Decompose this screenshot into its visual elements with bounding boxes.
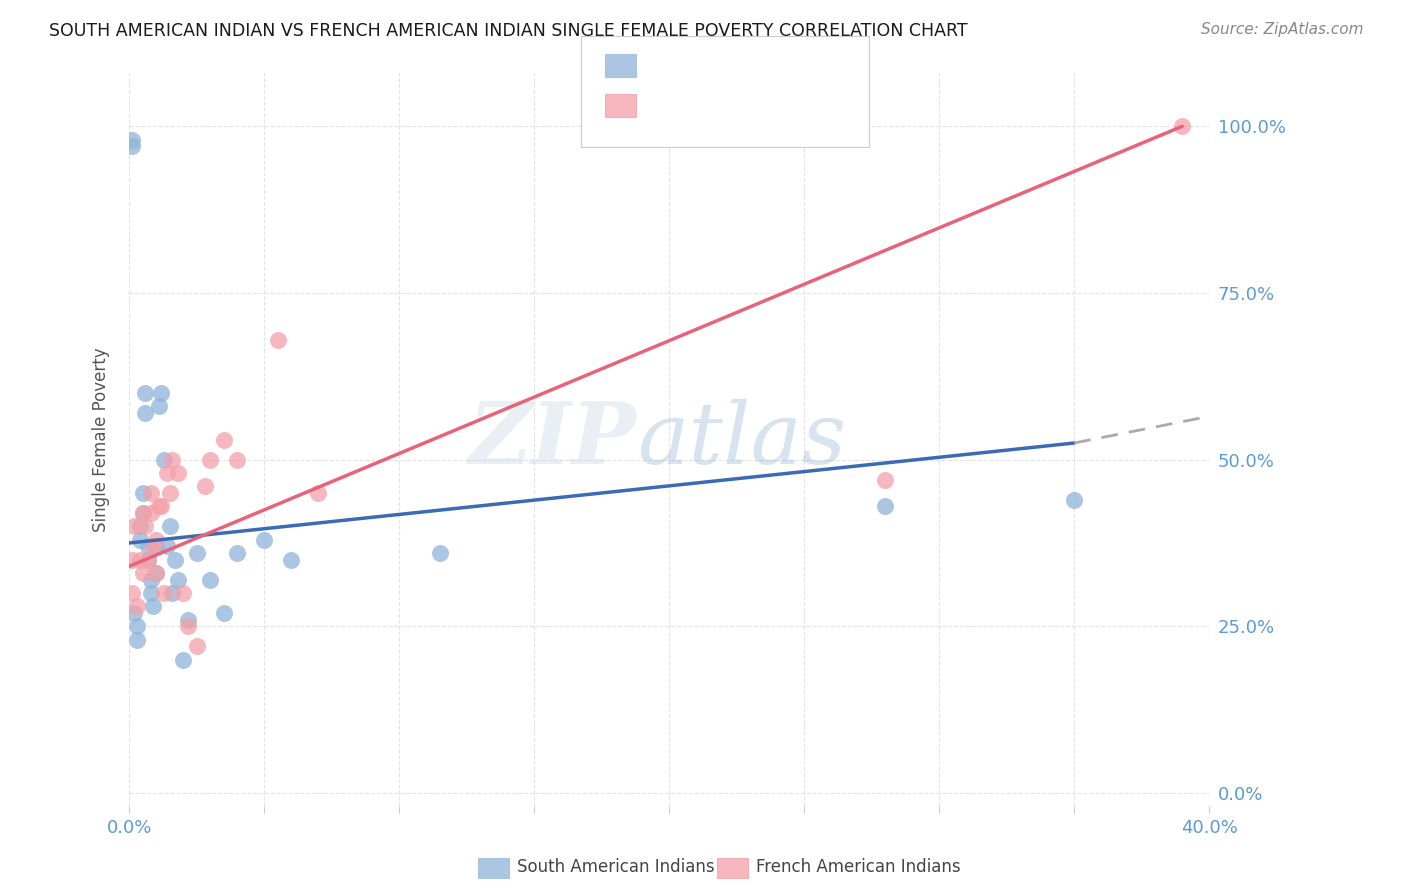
Point — [131, 486, 153, 500]
Text: Source: ZipAtlas.com: Source: ZipAtlas.com — [1201, 22, 1364, 37]
Point — [124, 606, 146, 620]
Point — [127, 599, 149, 614]
Point — [153, 586, 176, 600]
Point — [136, 552, 159, 566]
Point — [212, 433, 235, 447]
Point — [172, 653, 194, 667]
Point — [134, 406, 156, 420]
Text: 0.149: 0.149 — [686, 56, 738, 74]
Y-axis label: Single Female Poverty: Single Female Poverty — [93, 347, 110, 532]
Point — [121, 139, 143, 153]
Point — [136, 539, 159, 553]
Point — [186, 546, 208, 560]
Point — [128, 533, 150, 547]
Text: 0.631: 0.631 — [686, 96, 737, 114]
Text: 32: 32 — [796, 96, 818, 114]
Point — [429, 546, 451, 560]
Point — [134, 519, 156, 533]
Point — [212, 606, 235, 620]
Point — [162, 586, 184, 600]
Point — [139, 506, 162, 520]
Point — [139, 573, 162, 587]
Text: 37: 37 — [796, 56, 818, 74]
Point — [136, 552, 159, 566]
Point — [1171, 120, 1194, 134]
Point — [159, 486, 181, 500]
Point — [127, 619, 149, 633]
Point — [145, 566, 167, 580]
Point — [875, 500, 897, 514]
Point — [253, 533, 276, 547]
Point — [266, 333, 288, 347]
Point — [148, 500, 170, 514]
Point — [186, 640, 208, 654]
Point — [124, 519, 146, 533]
Point — [150, 500, 173, 514]
Text: N =: N = — [752, 96, 804, 114]
Point — [121, 133, 143, 147]
Point — [145, 533, 167, 547]
Point — [139, 486, 162, 500]
Text: South American Indians: South American Indians — [517, 858, 716, 876]
Text: atlas: atlas — [637, 399, 846, 481]
Point — [145, 566, 167, 580]
Point — [198, 573, 221, 587]
Point — [163, 552, 186, 566]
Point — [134, 386, 156, 401]
Point — [156, 539, 179, 553]
Point — [194, 479, 217, 493]
Text: R =: R = — [647, 96, 686, 114]
Point — [142, 539, 165, 553]
Point — [198, 452, 221, 467]
Point — [1063, 492, 1085, 507]
Point — [145, 539, 167, 553]
Point — [131, 506, 153, 520]
Point — [156, 466, 179, 480]
Point — [166, 573, 188, 587]
Point — [226, 546, 249, 560]
Point — [142, 599, 165, 614]
Text: R =: R = — [647, 56, 686, 74]
Point — [166, 466, 188, 480]
Point — [177, 613, 200, 627]
Point — [280, 552, 302, 566]
Point — [131, 566, 153, 580]
Text: French American Indians: French American Indians — [756, 858, 962, 876]
Point — [139, 586, 162, 600]
Point — [177, 619, 200, 633]
Text: ZIP: ZIP — [468, 398, 637, 482]
Point — [162, 452, 184, 467]
Point — [153, 452, 176, 467]
Point — [121, 586, 143, 600]
Point — [131, 506, 153, 520]
Point — [148, 400, 170, 414]
Point — [121, 552, 143, 566]
Text: SOUTH AMERICAN INDIAN VS FRENCH AMERICAN INDIAN SINGLE FEMALE POVERTY CORRELATIO: SOUTH AMERICAN INDIAN VS FRENCH AMERICAN… — [49, 22, 967, 40]
Point — [226, 452, 249, 467]
Point — [128, 552, 150, 566]
Point — [875, 473, 897, 487]
Point — [150, 386, 173, 401]
Point — [172, 586, 194, 600]
Point — [307, 486, 329, 500]
Text: N =: N = — [752, 56, 804, 74]
Point — [159, 519, 181, 533]
Point — [127, 632, 149, 647]
Point — [128, 519, 150, 533]
